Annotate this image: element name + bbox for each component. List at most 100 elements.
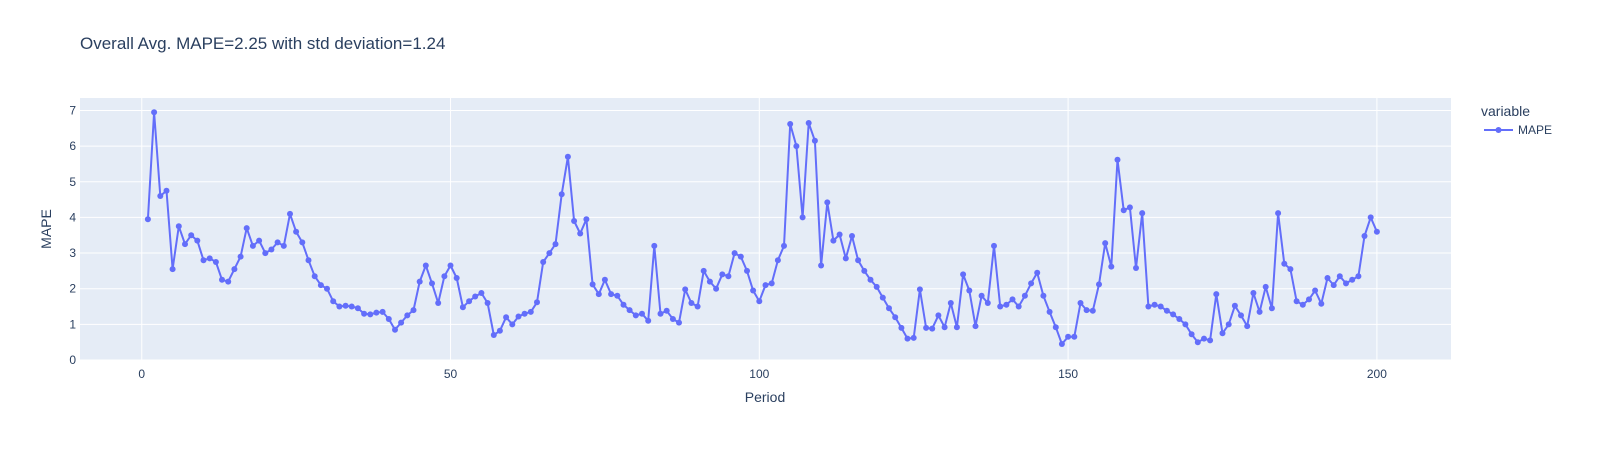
data-point[interactable]	[1355, 273, 1362, 280]
data-point[interactable]	[1281, 260, 1288, 267]
data-point[interactable]	[583, 216, 590, 223]
data-point[interactable]	[941, 324, 948, 331]
data-point[interactable]	[1207, 337, 1214, 344]
data-point[interactable]	[1268, 305, 1275, 312]
data-point[interactable]	[1145, 303, 1152, 310]
data-point[interactable]	[1089, 307, 1096, 314]
data-point[interactable]	[873, 283, 880, 290]
data-point[interactable]	[1120, 207, 1127, 214]
data-point[interactable]	[1343, 280, 1349, 287]
data-point[interactable]	[700, 267, 707, 274]
data-point[interactable]	[571, 218, 578, 224]
data-point[interactable]	[978, 292, 985, 299]
data-point[interactable]	[1293, 298, 1300, 305]
data-point[interactable]	[1262, 283, 1269, 290]
data-point[interactable]	[484, 300, 491, 306]
data-point[interactable]	[1312, 287, 1319, 294]
data-point[interactable]	[268, 246, 275, 253]
data-point[interactable]	[1157, 303, 1164, 310]
data-point[interactable]	[731, 250, 738, 257]
data-point[interactable]	[274, 239, 281, 246]
data-point[interactable]	[441, 273, 448, 280]
data-point[interactable]	[305, 257, 312, 264]
data-point[interactable]	[144, 216, 151, 223]
data-point[interactable]	[521, 310, 528, 317]
data-point[interactable]	[811, 137, 818, 144]
data-point[interactable]	[935, 312, 942, 319]
data-point[interactable]	[645, 317, 652, 324]
data-point[interactable]	[416, 278, 423, 285]
data-point[interactable]	[1194, 339, 1201, 346]
data-point[interactable]	[552, 241, 559, 248]
data-point[interactable]	[1225, 321, 1232, 328]
data-point[interactable]	[824, 199, 831, 206]
data-point[interactable]	[564, 153, 571, 160]
data-point[interactable]	[676, 319, 682, 326]
data-point[interactable]	[589, 281, 596, 288]
data-point[interactable]	[1102, 240, 1109, 247]
data-point[interactable]	[1139, 210, 1146, 217]
data-point[interactable]	[249, 242, 256, 249]
data-point[interactable]	[503, 314, 510, 321]
data-point[interactable]	[243, 225, 250, 232]
data-point[interactable]	[392, 326, 398, 333]
data-point[interactable]	[960, 271, 967, 278]
data-point[interactable]	[904, 335, 911, 342]
data-point[interactable]	[1096, 281, 1102, 288]
data-point[interactable]	[1065, 333, 1072, 340]
data-point[interactable]	[175, 223, 182, 230]
data-point[interactable]	[750, 287, 757, 294]
data-point[interactable]	[632, 312, 639, 319]
data-point[interactable]	[886, 305, 892, 312]
data-point[interactable]	[435, 300, 442, 306]
data-point[interactable]	[663, 307, 670, 314]
data-point[interactable]	[398, 319, 405, 326]
data-point[interactable]	[608, 291, 615, 298]
data-point[interactable]	[737, 253, 744, 260]
data-point[interactable]	[972, 323, 979, 330]
data-point[interactable]	[157, 193, 164, 199]
data-point[interactable]	[1046, 308, 1053, 315]
data-point[interactable]	[799, 214, 806, 221]
data-point[interactable]	[280, 242, 287, 249]
data-point[interactable]	[929, 325, 936, 332]
data-point[interactable]	[1077, 300, 1084, 306]
data-point[interactable]	[669, 316, 676, 322]
data-point[interactable]	[762, 282, 769, 289]
data-point[interactable]	[991, 242, 997, 249]
data-point[interactable]	[429, 280, 435, 287]
data-point[interactable]	[478, 290, 485, 296]
data-point[interactable]	[892, 314, 899, 321]
data-point[interactable]	[793, 143, 800, 150]
data-point[interactable]	[830, 237, 837, 244]
data-point[interactable]	[626, 307, 633, 314]
data-point[interactable]	[1367, 214, 1374, 221]
data-point[interactable]	[336, 303, 343, 310]
data-point[interactable]	[219, 276, 225, 283]
data-point[interactable]	[910, 334, 917, 341]
data-point[interactable]	[756, 298, 763, 305]
data-point[interactable]	[509, 321, 516, 328]
data-point[interactable]	[947, 300, 954, 306]
data-point[interactable]	[410, 307, 417, 314]
data-point[interactable]	[1299, 301, 1306, 308]
data-point[interactable]	[367, 311, 374, 318]
data-point[interactable]	[256, 237, 263, 244]
data-point[interactable]	[1275, 210, 1282, 217]
data-point[interactable]	[601, 276, 608, 283]
data-point[interactable]	[354, 305, 361, 312]
data-point[interactable]	[311, 273, 318, 280]
data-point[interactable]	[225, 278, 232, 285]
data-point[interactable]	[348, 303, 355, 310]
data-point[interactable]	[385, 316, 392, 322]
data-point[interactable]	[1373, 228, 1380, 235]
data-point[interactable]	[688, 300, 695, 306]
data-point[interactable]	[842, 255, 849, 262]
data-point[interactable]	[713, 285, 720, 292]
data-point[interactable]	[1201, 335, 1207, 342]
data-point[interactable]	[898, 324, 905, 331]
data-point[interactable]	[293, 228, 300, 235]
data-point[interactable]	[342, 302, 349, 309]
data-point[interactable]	[1058, 341, 1065, 347]
data-point[interactable]	[212, 259, 219, 265]
